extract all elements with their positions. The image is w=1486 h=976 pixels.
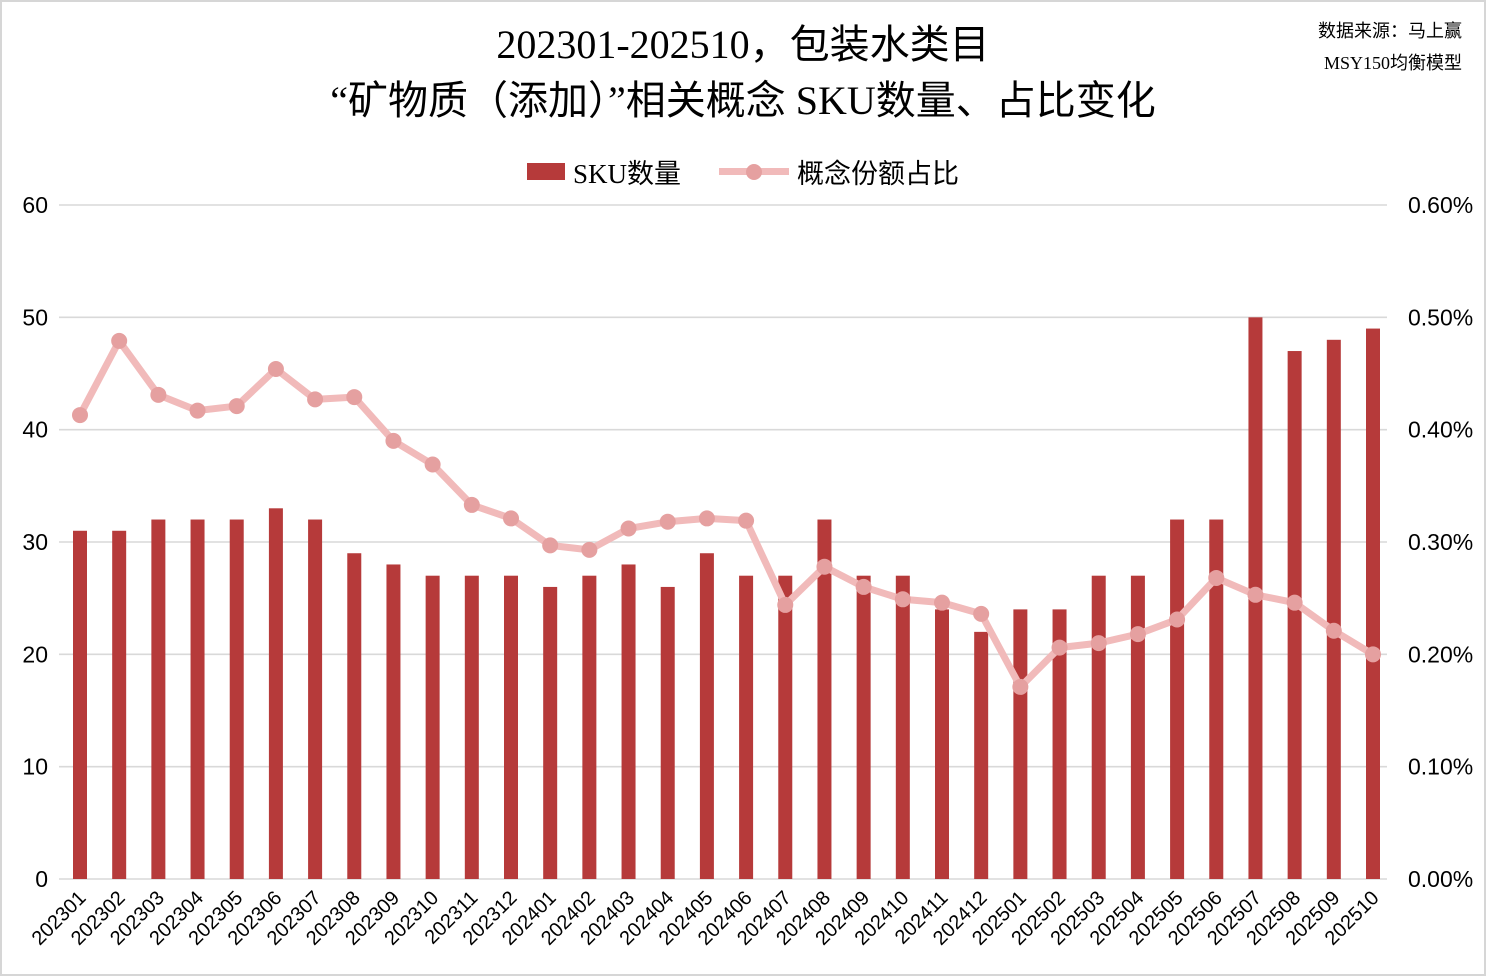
share-line-marker (385, 432, 402, 449)
share-line-marker (1365, 646, 1381, 663)
sku-bar (1091, 575, 1106, 879)
sku-bar (817, 519, 832, 879)
sku-bar (974, 631, 989, 879)
legend-label-share: 概念份额占比 (797, 159, 959, 189)
right-axis-label: 0.20% (1408, 641, 1473, 667)
share-line-marker (1247, 586, 1264, 603)
sku-bar (425, 575, 440, 879)
share-line-marker (934, 594, 950, 611)
share-line-marker (777, 596, 794, 613)
sku-bar (895, 575, 910, 879)
sku-bar (1130, 575, 1145, 879)
chart-legend: SKU数量 概念份额占比 (2, 152, 1484, 191)
right-axis-label: 0.10% (1408, 754, 1473, 780)
right-axis-label: 0.30% (1408, 529, 1473, 555)
left-axis-label: 50 (22, 304, 48, 330)
line-swatch-icon (719, 163, 789, 180)
sku-bar (935, 609, 949, 879)
sku-bar (660, 586, 675, 879)
chart-title-line-2: “矿物质（添加）”相关概念 SKU数量、占比变化 (330, 78, 1156, 123)
share-line-marker (1051, 639, 1068, 656)
sku-bar (308, 519, 323, 879)
bar-swatch-icon (526, 163, 565, 180)
sku-bar (1013, 609, 1028, 879)
share-line-marker (542, 537, 559, 554)
sku-bar (621, 564, 636, 879)
sku-bar (699, 553, 714, 879)
share-line-marker (72, 407, 88, 424)
left-axis-label: 40 (22, 417, 48, 443)
sku-bar (778, 575, 793, 879)
share-line-marker (855, 578, 872, 595)
right-axis-label: 0.40% (1408, 417, 1473, 443)
share-line-marker (189, 402, 206, 419)
share-line-marker (463, 496, 480, 513)
data-source-line-1: 数据来源：马上赢 (1318, 21, 1462, 41)
share-line-marker (1208, 569, 1225, 586)
share-line (76, 337, 1377, 691)
right-axis-label: 0.60% (1408, 192, 1473, 218)
sku-bar (1326, 339, 1341, 879)
sku-bar (1170, 519, 1185, 879)
right-axis-label: 0.00% (1408, 866, 1473, 892)
share-line-marker (620, 520, 637, 537)
sku-bar (229, 519, 244, 879)
data-source-note: 数据来源：马上赢 MSY150均衡模型 (1318, 16, 1462, 79)
sku-bar (73, 530, 87, 879)
sku-bar (464, 575, 479, 879)
sku-bar (112, 530, 127, 879)
sku-bar (856, 575, 871, 879)
sku-bar (504, 575, 518, 879)
share-line-marker (1169, 611, 1186, 628)
sku-bar (1366, 328, 1380, 880)
sku-bar (1287, 351, 1302, 879)
left-axis-label: 60 (22, 192, 48, 218)
left-axis-label: 0 (35, 866, 48, 892)
left-axis-label: 20 (22, 641, 48, 667)
share-line-marker (973, 605, 990, 622)
sku-bar (1209, 519, 1224, 879)
share-line-marker (1129, 626, 1146, 643)
sku-bar (347, 553, 362, 879)
share-line-marker (581, 541, 598, 558)
share-line-marker (1286, 594, 1303, 611)
share-line-marker (816, 558, 833, 575)
data-source-line-2: MSY150均衡模型 (1323, 52, 1462, 73)
sku-bar (151, 519, 166, 879)
legend-item-sku: SKU数量 (526, 152, 681, 191)
share-line-marker (1325, 622, 1342, 639)
sku-bar (386, 564, 401, 879)
share-line-marker (698, 510, 715, 527)
share-line-marker (228, 398, 245, 415)
sku-bar (582, 575, 597, 879)
share-line-marker (346, 389, 363, 406)
share-line-marker (424, 456, 441, 473)
left-axis-label: 30 (22, 529, 48, 555)
sku-bar (268, 508, 283, 879)
share-line-marker (503, 510, 519, 527)
share-line-marker (267, 361, 284, 378)
legend-item-share: 概念份额占比 (719, 152, 959, 191)
left-axis-label: 10 (22, 754, 48, 780)
share-line-marker (150, 386, 167, 403)
share-line-marker (1090, 635, 1107, 652)
chart-title-line-1: 202301-202510，包装水类目 (496, 22, 990, 67)
share-line-marker (659, 513, 676, 530)
sku-bar (1052, 609, 1067, 879)
legend-label-sku: SKU数量 (572, 159, 681, 189)
right-axis-label: 0.50% (1408, 304, 1473, 330)
share-line-marker (307, 391, 324, 408)
sku-bar (543, 586, 558, 879)
line-marker-icon (746, 163, 762, 180)
share-line-marker (1012, 678, 1029, 695)
sku-bar (739, 575, 754, 879)
share-line-marker (894, 591, 911, 608)
sku-bar (190, 519, 205, 879)
share-line-marker (738, 512, 755, 529)
share-line-marker (111, 332, 128, 349)
